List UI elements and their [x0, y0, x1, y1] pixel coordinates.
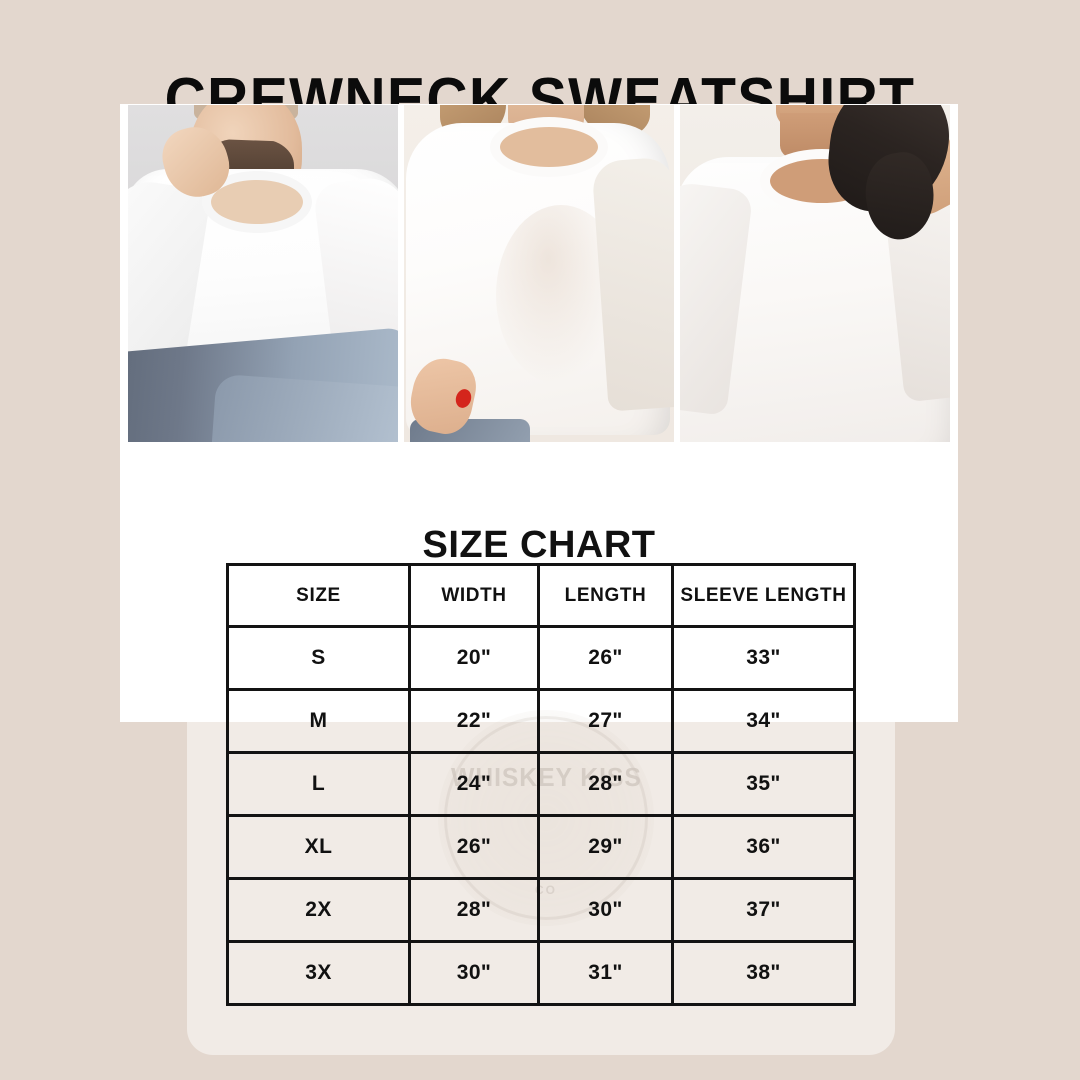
- cell-sleeve: 34": [671, 688, 856, 754]
- cell-size: 3X: [226, 940, 411, 1006]
- cell-length: 27": [537, 688, 674, 754]
- cell-width: 20": [408, 625, 540, 691]
- cell-sleeve: 37": [671, 877, 856, 943]
- content-card: SIZE CHART: [120, 104, 958, 722]
- cell-length: 28": [537, 751, 674, 817]
- cell-length: 30": [537, 877, 674, 943]
- cell-width: 24": [408, 751, 540, 817]
- cell-width: 22": [408, 688, 540, 754]
- table-header-row: SIZE WIDTH LENGTH SLEEVE LENGTH: [226, 563, 856, 628]
- cell-size: M: [226, 688, 411, 754]
- cell-width: 30": [408, 940, 540, 1006]
- table-row: XL 26" 29" 36": [226, 814, 856, 880]
- cell-width: 28": [408, 877, 540, 943]
- column-header-width: WIDTH: [408, 563, 540, 628]
- column-header-size: SIZE: [226, 563, 411, 628]
- section-title: SIZE CHART: [422, 523, 656, 566]
- cell-size: XL: [226, 814, 411, 880]
- product-photo-woman-dark-hair: [680, 105, 950, 442]
- product-photo-strip: [128, 105, 952, 442]
- column-header-length: LENGTH: [537, 563, 674, 628]
- cell-size: L: [226, 751, 411, 817]
- table-row: S 20" 26" 33": [226, 625, 856, 691]
- cell-length: 26": [537, 625, 674, 691]
- product-photo-man: [128, 105, 398, 442]
- table-row: L 24" 28" 35": [226, 751, 856, 817]
- cell-length: 29": [537, 814, 674, 880]
- cell-sleeve: 33": [671, 625, 856, 691]
- cell-sleeve: 36": [671, 814, 856, 880]
- cell-size: S: [226, 625, 411, 691]
- cell-sleeve: 38": [671, 940, 856, 1006]
- size-chart-body: S 20" 26" 33" M 22" 27" 34" L 24" 28" 35…: [226, 625, 856, 1006]
- cell-sleeve: 35": [671, 751, 856, 817]
- product-photo-woman-closeup: [404, 105, 674, 442]
- cell-width: 26": [408, 814, 540, 880]
- table-row: 3X 30" 31" 38": [226, 940, 856, 1006]
- size-chart-table: SIZE WIDTH LENGTH SLEEVE LENGTH S 20" 26…: [226, 563, 856, 1006]
- cell-size: 2X: [226, 877, 411, 943]
- table-row: 2X 28" 30" 37": [226, 877, 856, 943]
- column-header-sleeve: SLEEVE LENGTH: [671, 563, 856, 628]
- table-row: M 22" 27" 34": [226, 688, 856, 754]
- cell-length: 31": [537, 940, 674, 1006]
